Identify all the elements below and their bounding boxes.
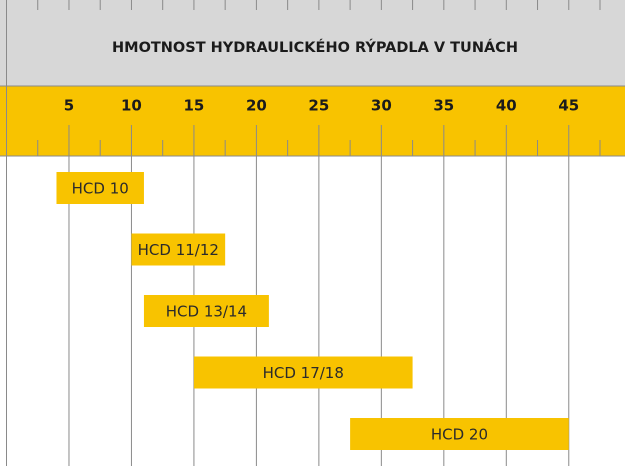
- x-tick-label: 25: [308, 97, 329, 115]
- x-tick-label: 35: [433, 97, 454, 115]
- x-tick-label: 20: [246, 97, 267, 115]
- range-bar: [350, 418, 569, 450]
- bar-label: HCD 20: [431, 426, 488, 444]
- bar-label: HCD 11/12: [138, 241, 219, 259]
- x-tick-label: 30: [371, 97, 392, 115]
- x-tick-label: 5: [64, 97, 74, 115]
- range-bar: [56, 172, 144, 204]
- axis-band: [0, 86, 625, 156]
- bar-label: HCD 13/14: [166, 303, 247, 321]
- header-band: [0, 0, 625, 86]
- bar-label: HCD 10: [72, 180, 129, 198]
- range-bar: [143, 295, 269, 327]
- x-tick-label: 40: [496, 97, 517, 115]
- range-bar: [131, 233, 226, 266]
- bar-label: HCD 17/18: [263, 364, 344, 382]
- range-bar: [193, 356, 413, 389]
- x-tick-label: 10: [121, 97, 142, 115]
- chart-title: HMOTNOST HYDRAULICKÉHO RÝPADLA V TUNÁCH: [112, 38, 518, 56]
- x-tick-label: 15: [183, 97, 204, 115]
- x-tick-label: 45: [558, 97, 579, 115]
